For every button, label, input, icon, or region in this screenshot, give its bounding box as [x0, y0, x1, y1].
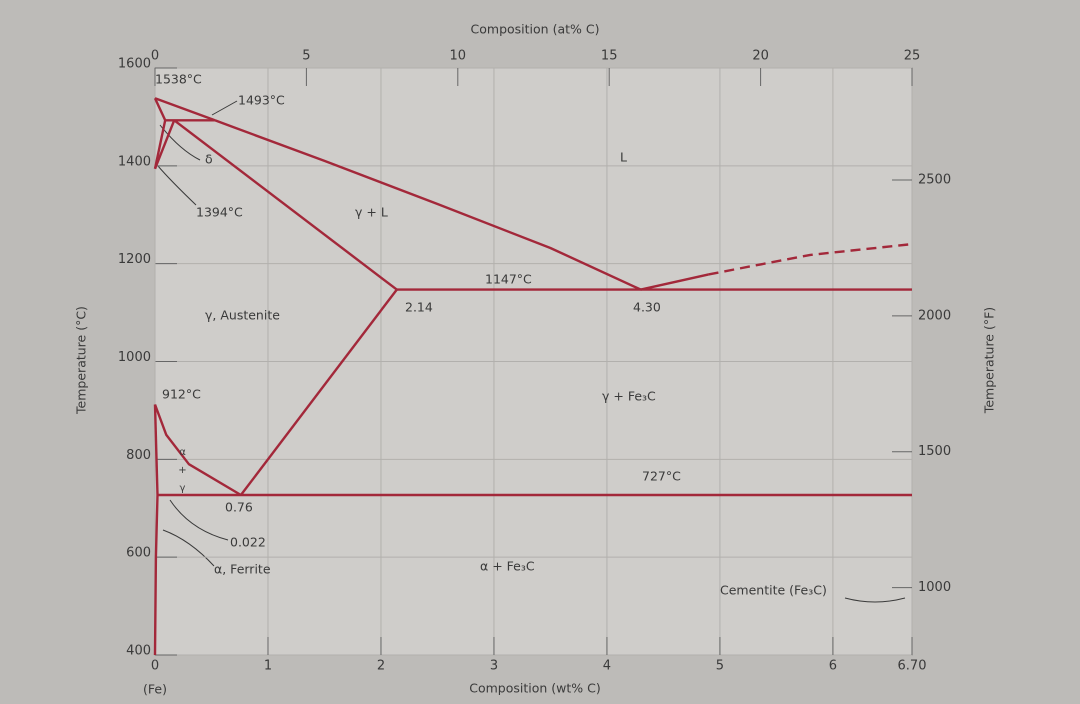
- phase-boundary: [153, 404, 159, 496]
- x-tick-label: 1: [264, 659, 272, 674]
- leader: [211, 100, 238, 116]
- y-tick-label: 1600: [118, 57, 151, 72]
- x2-tick-label: 0: [151, 49, 159, 64]
- annotation: γ + Fe₃C: [602, 389, 656, 404]
- phase-boundary: [153, 120, 167, 170]
- phase-boundary: [239, 288, 398, 496]
- x2-tick-label: 5: [302, 49, 310, 64]
- x-tick-label: 3: [490, 659, 498, 674]
- phase-boundary: [214, 119, 642, 291]
- x-note: (Fe): [143, 682, 167, 697]
- leader: [169, 499, 229, 541]
- x2-tick-label: 25: [904, 49, 921, 64]
- annotation: δ: [205, 152, 213, 167]
- annotation: α + γ: [177, 447, 188, 493]
- phase-boundary: [153, 494, 159, 656]
- y-tick-label: 400: [126, 644, 151, 659]
- y-tick-label: 600: [126, 546, 151, 561]
- y2-axis-title: Temperature (°F): [982, 307, 997, 414]
- x-tick-label: 6: [829, 659, 837, 674]
- annotation: α + Fe₃C: [480, 559, 535, 574]
- annotation: 1493°C: [238, 93, 285, 108]
- x-tick-label: 5: [716, 659, 724, 674]
- annotation: Cementite (Fe₃C): [720, 583, 827, 598]
- phase-boundary: [640, 273, 709, 291]
- x-tick-label: 0: [151, 659, 159, 674]
- phase-boundary: [708, 242, 913, 276]
- annotation: L: [620, 150, 627, 165]
- annotation: α, Ferrite: [214, 562, 271, 577]
- y2-tick-label: 2500: [918, 172, 951, 187]
- annotation: 4.30: [633, 300, 661, 315]
- x2-tick-label: 20: [752, 49, 769, 64]
- phase-boundary: [173, 119, 398, 291]
- y-tick-label: 1400: [118, 154, 151, 169]
- x-tick-label: 4: [603, 659, 611, 674]
- leader: [844, 597, 906, 603]
- annotation: 912°C: [162, 387, 201, 402]
- x2-tick-label: 10: [450, 49, 467, 64]
- phase-boundary: [153, 404, 242, 497]
- y-axis-title: Temperature (°C): [74, 306, 89, 415]
- annotation: 1394°C: [196, 205, 243, 220]
- y2-tick-label: 1500: [918, 444, 951, 459]
- phase-boundary: [153, 119, 176, 170]
- y-tick-label: 1200: [118, 252, 151, 267]
- y-tick-label: 1000: [118, 350, 151, 365]
- y2-tick-label: 2000: [918, 308, 951, 323]
- y2-tick-label: 1000: [918, 580, 951, 595]
- annotation: γ + L: [355, 205, 388, 220]
- phase-boundary: [153, 97, 167, 121]
- annotation: 727°C: [642, 469, 681, 484]
- annotation: 2.14: [405, 300, 433, 315]
- y-tick-label: 800: [126, 448, 151, 463]
- leader: [162, 529, 215, 567]
- annotation: 1538°C: [155, 72, 202, 87]
- annotation: 0.76: [225, 500, 253, 515]
- annotation: 0.022: [230, 535, 266, 550]
- x2-axis-title: Composition (at% C): [471, 22, 600, 37]
- x-tick-label: 2: [377, 659, 385, 674]
- annotation: 1147°C: [485, 272, 532, 287]
- annotation: γ, Austenite: [205, 308, 280, 323]
- x-tick-label: 6.70: [898, 659, 927, 674]
- leader: [157, 165, 197, 206]
- phase-boundary: [154, 97, 216, 122]
- x-axis-title: Composition (wt% C): [469, 681, 601, 696]
- x2-tick-label: 15: [601, 49, 618, 64]
